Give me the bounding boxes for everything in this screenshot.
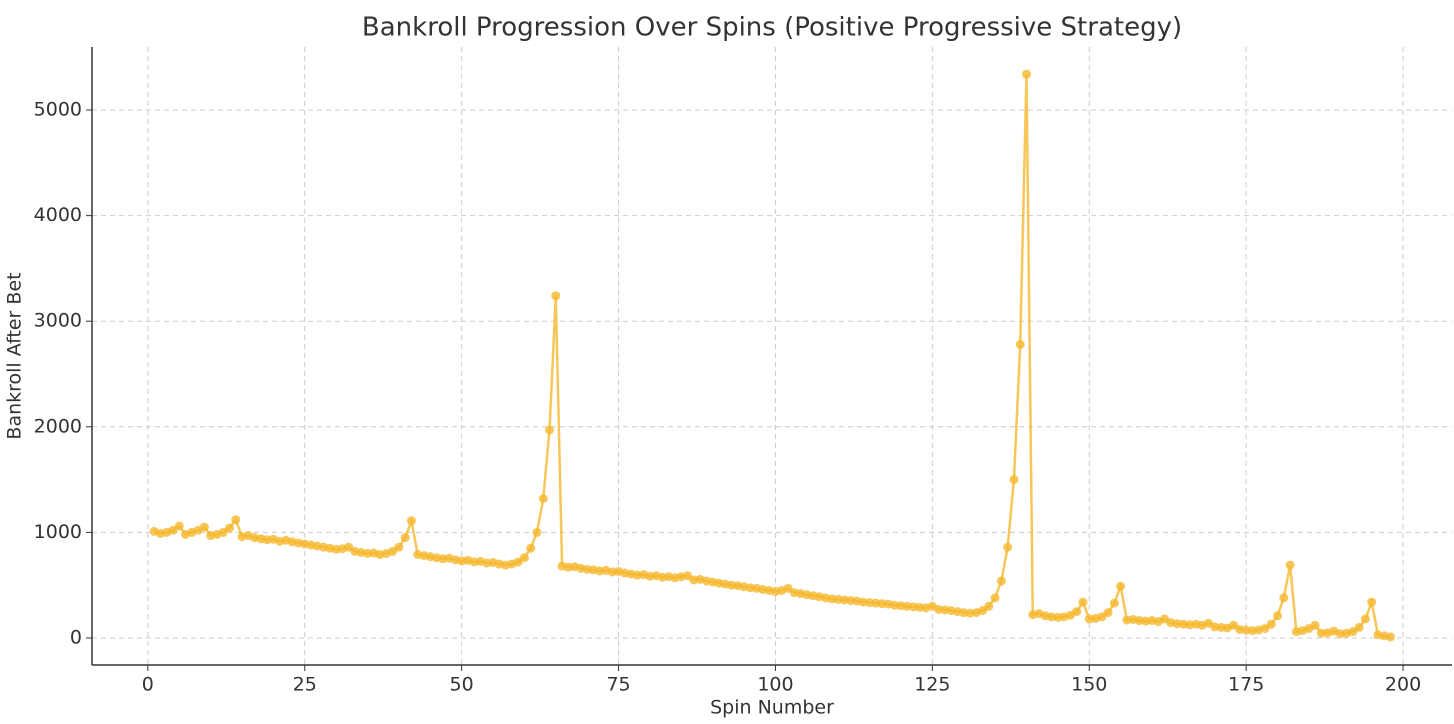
x-axis-label: Spin Number — [710, 697, 834, 719]
chart-title: Bankroll Progression Over Spins (Positiv… — [362, 13, 1182, 43]
point — [532, 527, 542, 537]
point — [996, 576, 1006, 586]
point — [538, 494, 548, 504]
point — [1360, 614, 1370, 624]
x-tick-label: 175 — [1228, 674, 1264, 696]
x-tick-label: 0 — [142, 674, 154, 696]
point — [1015, 339, 1025, 349]
y-tick-label: 1000 — [34, 521, 82, 543]
point — [1078, 597, 1088, 607]
point — [1009, 475, 1019, 485]
point — [1103, 608, 1113, 618]
x-tick-label: 25 — [293, 674, 317, 696]
x-tick-label: 150 — [1071, 674, 1107, 696]
point — [394, 542, 404, 552]
point — [1285, 560, 1295, 570]
point — [1273, 611, 1283, 621]
point — [990, 593, 1000, 603]
point — [1310, 620, 1320, 630]
point — [400, 533, 410, 543]
point — [1109, 598, 1119, 608]
point — [545, 425, 555, 435]
point — [984, 601, 994, 611]
point — [1072, 607, 1082, 617]
x-tick-label: 200 — [1385, 674, 1421, 696]
point — [231, 515, 241, 525]
y-tick-label: 5000 — [34, 99, 82, 121]
point — [224, 523, 234, 533]
point — [1021, 69, 1031, 79]
point — [526, 543, 536, 553]
x-tick-label: 125 — [914, 674, 950, 696]
x-tick-label: 75 — [606, 674, 630, 696]
point — [519, 553, 529, 563]
point — [199, 522, 209, 532]
point — [406, 516, 416, 526]
point — [1279, 593, 1289, 603]
y-tick-label: 2000 — [34, 415, 82, 437]
x-tick-label: 50 — [450, 674, 474, 696]
point — [551, 291, 561, 301]
point — [1003, 542, 1013, 552]
y-tick-label: 0 — [70, 626, 82, 648]
y-tick-label: 3000 — [34, 310, 82, 332]
y-tick-label: 4000 — [34, 204, 82, 226]
point — [1385, 632, 1395, 642]
point — [1266, 619, 1276, 629]
point — [1367, 597, 1377, 607]
point — [174, 521, 184, 531]
point — [1354, 622, 1364, 632]
x-tick-label: 100 — [757, 674, 793, 696]
y-axis-label: Bankroll After Bet — [4, 272, 26, 439]
point — [1116, 581, 1126, 591]
series-line — [153, 74, 1391, 639]
